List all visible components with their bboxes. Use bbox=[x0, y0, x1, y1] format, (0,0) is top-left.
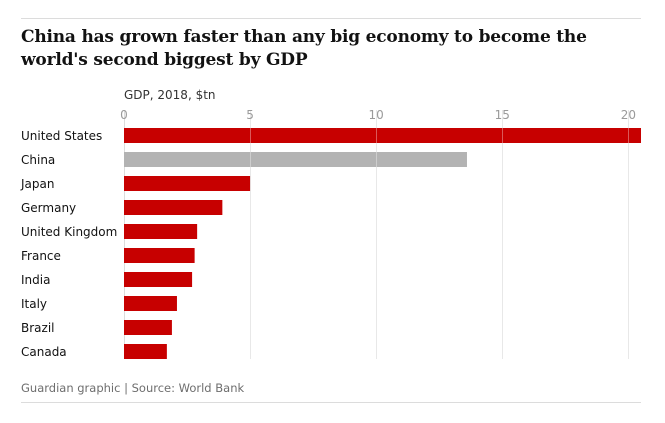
bottom-rule bbox=[21, 402, 641, 403]
x-tick-label: 10 bbox=[369, 108, 384, 122]
bar bbox=[124, 176, 251, 191]
bar bbox=[124, 272, 193, 287]
bar bbox=[124, 224, 198, 239]
bar bbox=[124, 344, 167, 359]
bars bbox=[124, 128, 641, 359]
top-rule bbox=[21, 18, 641, 19]
axis-unit-label: GDP, 2018, $tn bbox=[124, 88, 216, 102]
category-label: Brazil bbox=[21, 321, 55, 335]
x-tick-label: 5 bbox=[246, 108, 254, 122]
x-tick-label: 0 bbox=[120, 108, 128, 122]
category-label: France bbox=[21, 249, 61, 263]
bar bbox=[124, 152, 467, 167]
category-label: Germany bbox=[21, 201, 76, 215]
category-labels: United States China Japan Germany United Kin… bbox=[20, 129, 117, 359]
category-label: United States bbox=[21, 129, 102, 143]
category-label: Japan bbox=[20, 177, 54, 191]
x-tick-label: 15 bbox=[495, 108, 510, 122]
x-axis-ticks: 0 5 10 15 20 bbox=[120, 108, 636, 122]
category-label: India bbox=[21, 273, 50, 287]
gridline-overlay bbox=[250, 110, 629, 359]
bar bbox=[124, 296, 177, 311]
category-label: United Kingdom bbox=[21, 225, 117, 239]
category-label: Italy bbox=[21, 297, 47, 311]
category-label: China bbox=[21, 153, 55, 167]
category-label: Canada bbox=[21, 345, 67, 359]
bar bbox=[124, 248, 195, 263]
bar bbox=[124, 128, 641, 143]
x-tick-label: 20 bbox=[621, 108, 636, 122]
bar bbox=[124, 200, 223, 215]
bar bbox=[124, 320, 172, 335]
source-note: Guardian graphic | Source: World Bank bbox=[21, 381, 245, 395]
chart-title: China has grown faster than any big econ… bbox=[21, 27, 587, 70]
